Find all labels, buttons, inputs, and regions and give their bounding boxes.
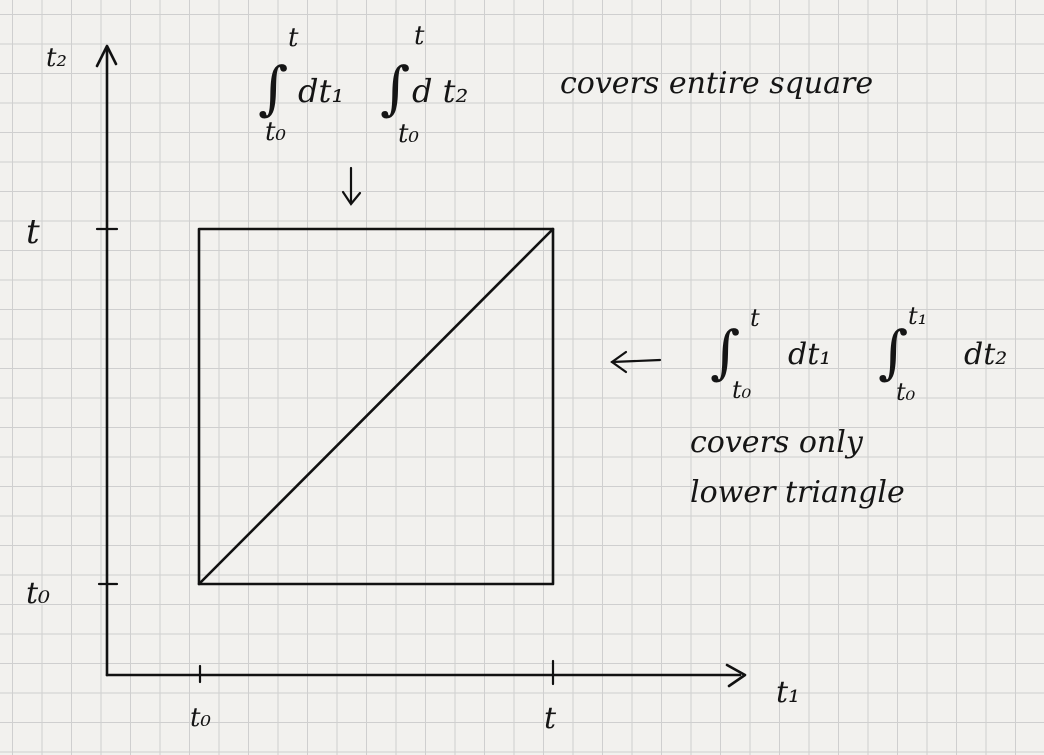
side-annotation: ∫ t t₀ dt₁ ∫ t₁ t₀ dt₂ covers only lower…: [610, 302, 1007, 510]
y-tick-label-t: t: [26, 212, 40, 252]
square-diagonal: [197, 227, 555, 586]
left-arrow-icon: [610, 350, 662, 374]
integral-sign-icon: ∫: [878, 318, 908, 386]
y-axis-label: t₂: [46, 43, 67, 73]
top-annotation: ∫ t t₀ dt₁ ∫ t t₀ d t₂ covers entire squ…: [258, 21, 873, 206]
top-int2-lower: t₀: [398, 119, 419, 149]
integral-sign-icon: ∫: [380, 54, 410, 122]
down-arrow-icon: [341, 166, 362, 206]
x-tick-label-t0: t₀: [190, 703, 211, 733]
top-int2-upper: t: [414, 21, 425, 51]
integration-square: [197, 227, 555, 586]
integral-sign-icon: ∫: [258, 54, 288, 122]
top-caption: covers entire square: [560, 66, 873, 101]
side-int2-upper: t₁: [908, 302, 927, 330]
side-int1-integrand: dt₁: [788, 337, 831, 372]
x-axis-label: t₁: [776, 675, 800, 710]
top-int1-lower: t₀: [265, 117, 286, 147]
top-int1-integrand: dt₁: [298, 72, 344, 110]
side-int2-lower: t₀: [896, 378, 916, 406]
side-int1-lower: t₀: [732, 376, 752, 404]
x-tick-label-t: t: [544, 701, 557, 736]
side-int2-integrand: dt₂: [964, 337, 1007, 372]
y-axis-arrowhead-icon: [95, 44, 118, 68]
side-int1-upper: t: [750, 304, 760, 332]
x-axis: [105, 663, 747, 688]
top-int1-upper: t: [288, 23, 299, 53]
side-caption-line1: covers only: [690, 425, 864, 460]
integral-sign-icon: ∫: [710, 318, 740, 386]
y-tick-label-t0: t₀: [26, 576, 50, 611]
y-axis: [95, 44, 118, 677]
x-axis-arrowhead-icon: [725, 663, 747, 688]
top-int2-integrand: d t₂: [412, 72, 468, 110]
side-caption-line2: lower triangle: [690, 475, 905, 510]
